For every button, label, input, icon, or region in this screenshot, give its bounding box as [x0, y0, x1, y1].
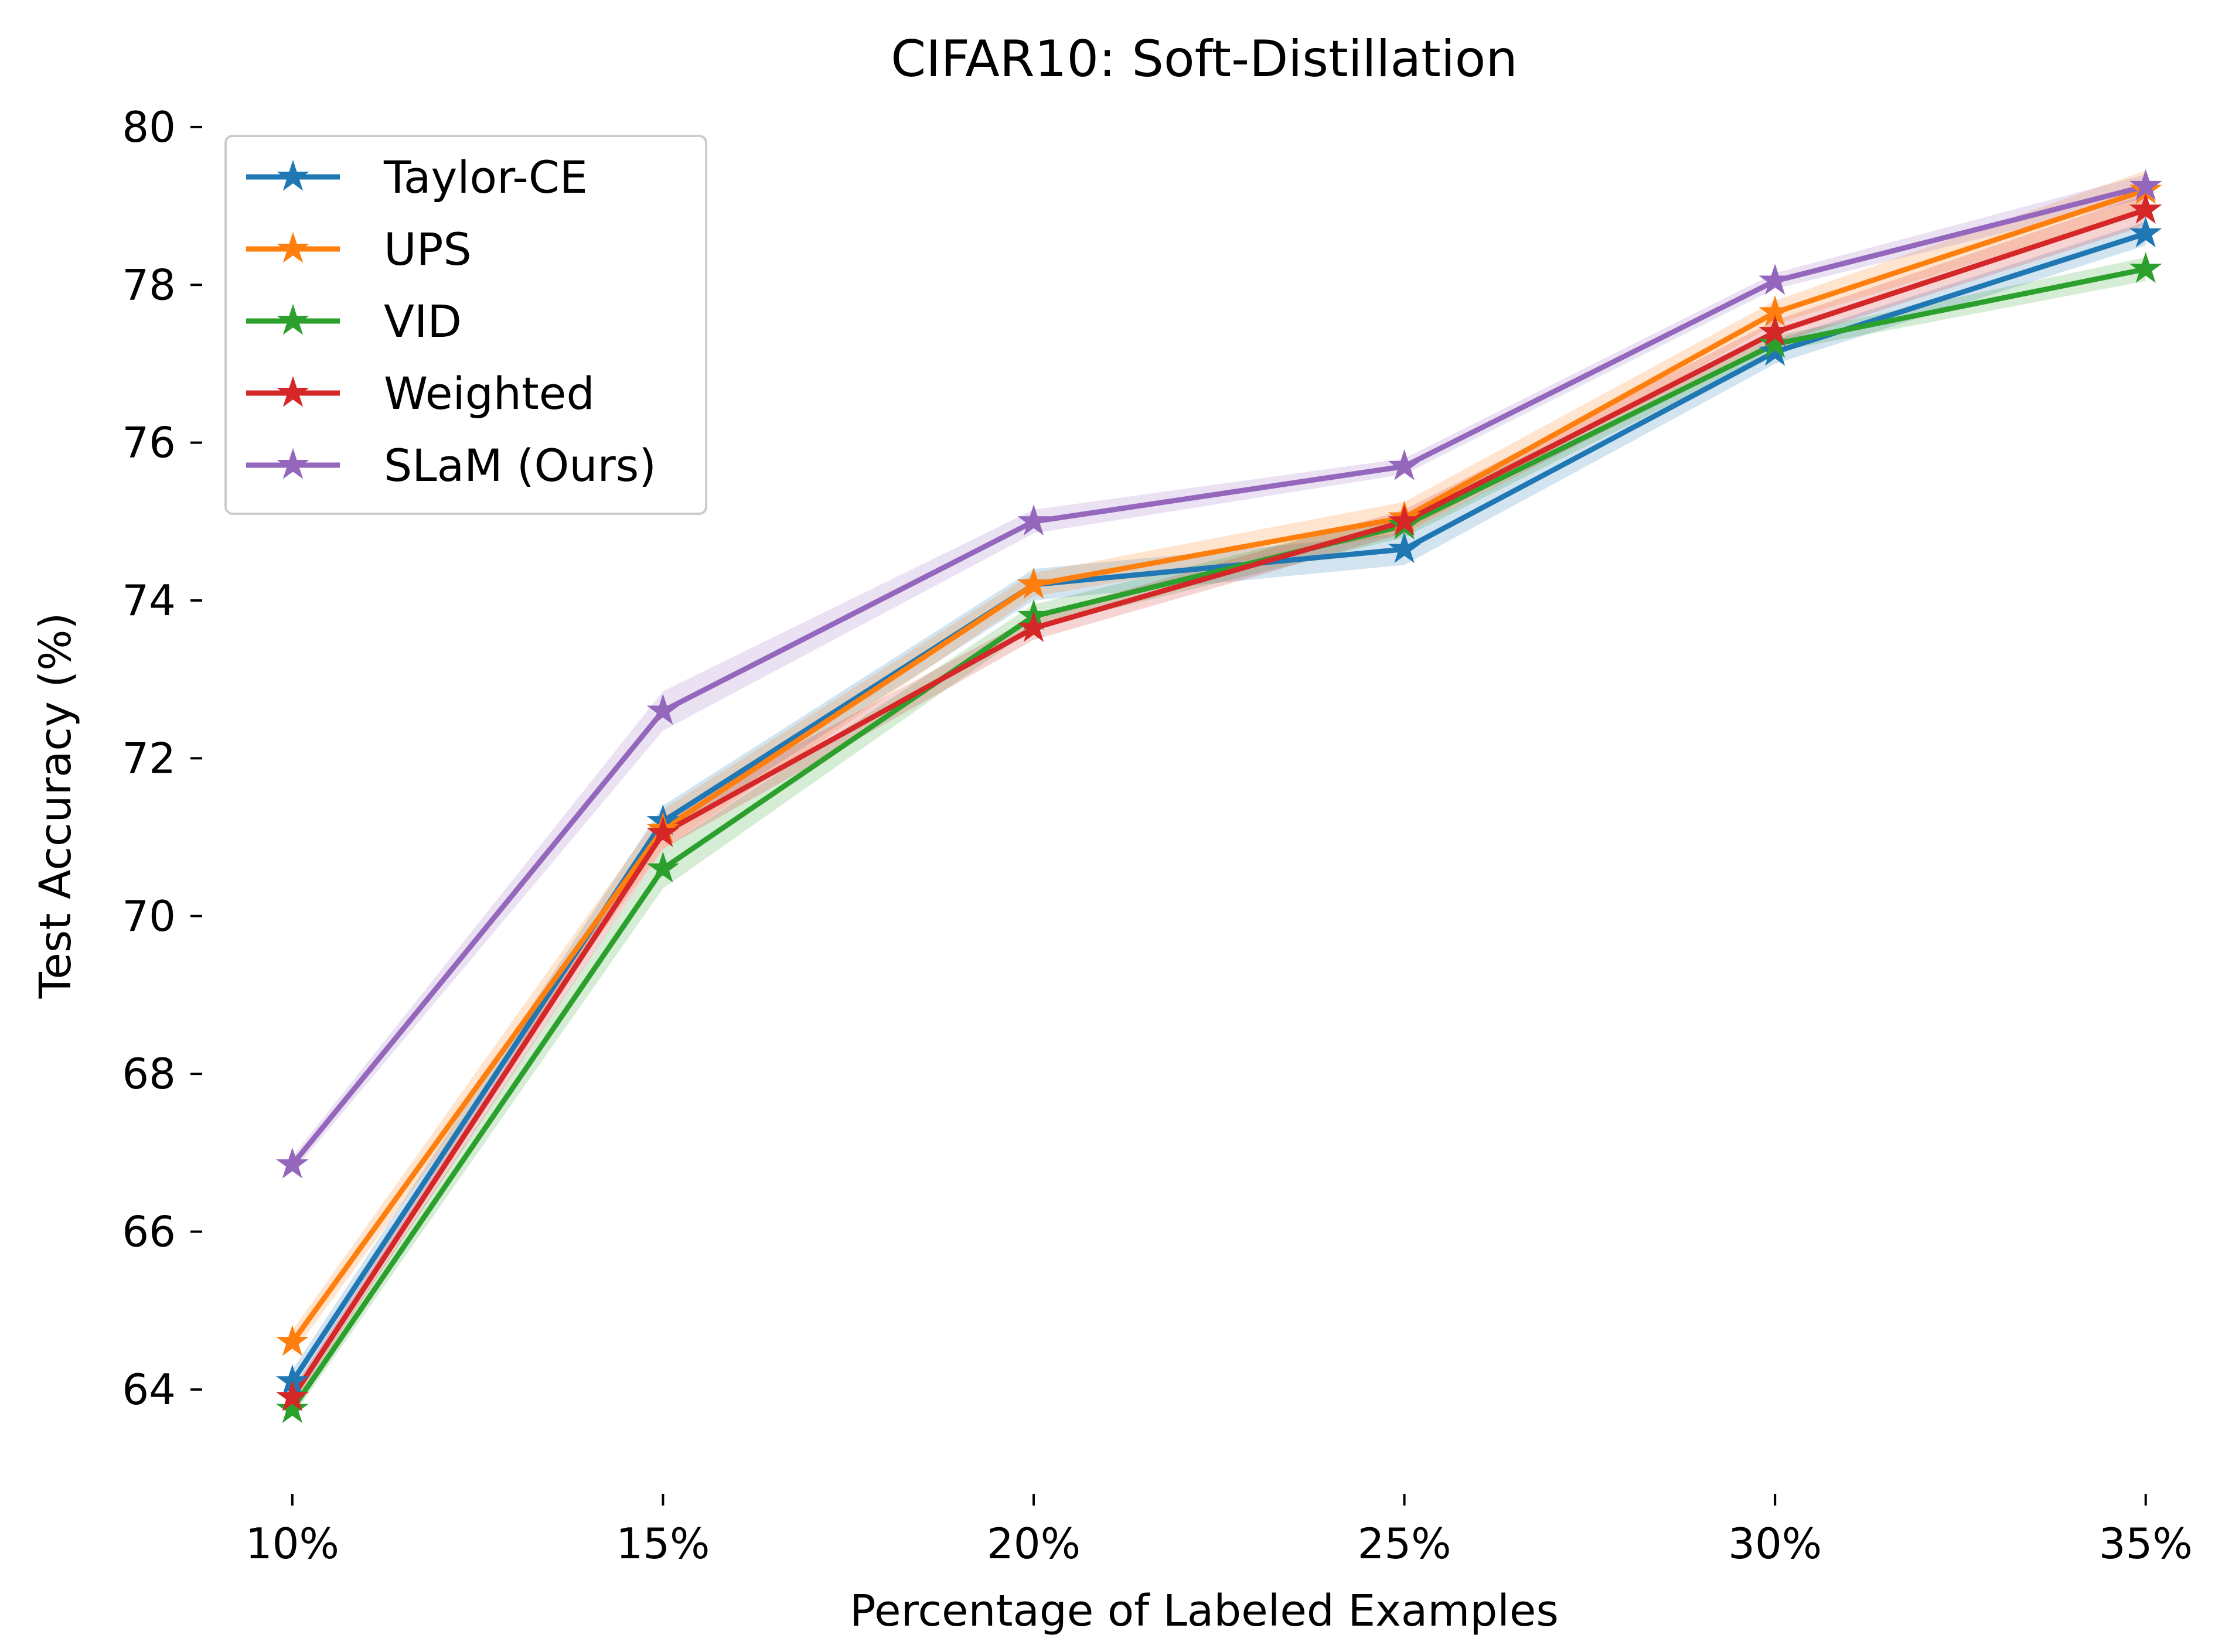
y-tick-label: 78 [122, 260, 176, 309]
line-vid [290, 266, 2146, 1411]
point-slam-ours [1017, 504, 1050, 536]
point-weighted [2129, 193, 2162, 224]
legend-label: Taylor-CE [383, 151, 588, 203]
x-tick-label: 25% [1358, 1519, 1451, 1568]
point-slam-ours [646, 694, 680, 725]
legend-label: UPS [384, 223, 472, 275]
x-axis-label: Percentage of Labeled Examples [850, 1586, 1559, 1636]
legend-marker [277, 159, 309, 191]
point-taylor-ce [2129, 216, 2162, 248]
series-lines [290, 183, 2147, 1411]
point-weighted [1017, 610, 1050, 642]
line-weighted [290, 207, 2147, 1399]
point-ups [1017, 567, 1050, 599]
point-vid [1759, 327, 1791, 358]
chart-title: CIFAR10: Soft-Distillation [891, 30, 1518, 88]
x-tick-label: 30% [1728, 1519, 1822, 1568]
y-tick-label: 80 [122, 103, 176, 152]
line-slam-ours [290, 183, 2146, 1166]
point-weighted [1759, 315, 1791, 346]
point-weighted [646, 816, 680, 848]
point-vid [646, 851, 680, 883]
point-vid [276, 1392, 309, 1424]
legend: Taylor-CE UPS VID Weighted SLaM (Ours) [224, 135, 707, 515]
legend-marker [277, 448, 309, 479]
x-tick-label: 10% [246, 1519, 339, 1568]
legend-marker [277, 303, 309, 335]
point-slam-ours [1759, 264, 1791, 295]
y-axis: 64 66 68 70 72 74 76 78 80 [122, 103, 202, 1414]
line-ups [290, 187, 2147, 1344]
y-tick-label: 72 [122, 733, 176, 783]
y-tick-label: 66 [122, 1207, 176, 1256]
x-tick-label: 15% [616, 1519, 710, 1568]
y-tick-label: 70 [122, 892, 176, 941]
point-weighted [276, 1380, 309, 1412]
point-weighted [1388, 504, 1421, 536]
x-tick-label: 20% [987, 1519, 1081, 1568]
x-tick-label: 35% [2099, 1519, 2193, 1568]
point-slam-ours [2129, 169, 2162, 200]
legend-marker [277, 376, 309, 407]
legend-marker [277, 231, 309, 263]
point-taylor-ce [1388, 532, 1421, 564]
point-ups [276, 1325, 309, 1356]
y-tick-label: 74 [122, 576, 176, 625]
legend-box [224, 135, 707, 515]
legend-label: VID [384, 295, 462, 347]
series-markers [276, 169, 2162, 1424]
legend-label: SLaM (Ours) [384, 439, 656, 491]
point-slam-ours [276, 1147, 309, 1179]
y-axis-label: Test Accuracy (%) [30, 613, 81, 999]
legend-label: Weighted [384, 367, 595, 419]
y-tick-label: 68 [122, 1049, 176, 1098]
point-slam-ours [1388, 449, 1421, 480]
x-axis: 10% 15% 20% 25% 30% 35% [246, 1494, 2193, 1568]
point-vid [2129, 252, 2162, 284]
y-tick-label: 64 [122, 1365, 176, 1414]
y-tick-label: 76 [122, 418, 176, 467]
